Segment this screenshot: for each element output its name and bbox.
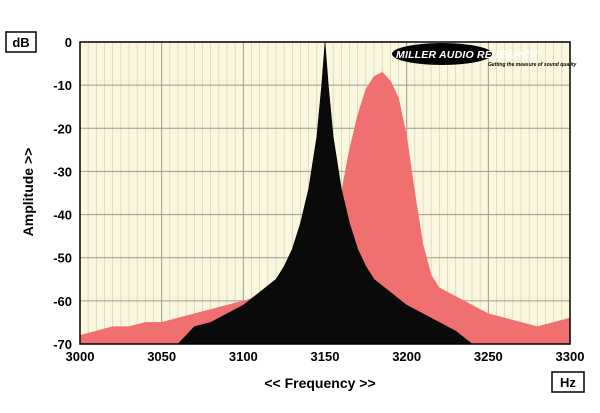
y-tick-label: -40 xyxy=(53,208,72,223)
y-axis-title: Amplitude >> xyxy=(20,148,36,237)
x-tick-label: 3150 xyxy=(311,349,340,364)
x-tick-label: 3200 xyxy=(392,349,421,364)
logo-tagline: Getting the measure of sound quality xyxy=(488,62,577,68)
x-tick-label: 3000 xyxy=(66,349,95,364)
x-tick-label: 3100 xyxy=(229,349,258,364)
y-tick-label: -50 xyxy=(53,251,72,266)
y-unit-label: dB xyxy=(12,35,29,50)
logo-text: MILLER AUDIO RESEARCH xyxy=(396,49,538,61)
y-unit-box xyxy=(5,31,37,53)
logo: MILLER AUDIO RESEARCH Getting the measur… xyxy=(392,43,577,68)
x-unit-box xyxy=(551,371,585,393)
x-tick-label: 3250 xyxy=(474,349,503,364)
x-axis-title: << Frequency >> xyxy=(264,375,375,391)
x-unit-label: Hz xyxy=(560,375,576,390)
y-tick-label: 0 xyxy=(65,35,72,50)
x-tick-label: 3050 xyxy=(147,349,176,364)
y-tick-label: -10 xyxy=(53,78,72,93)
plot-frame-group xyxy=(79,41,571,345)
y-tick-label: -70 xyxy=(53,337,72,352)
plot-frame xyxy=(79,41,571,345)
x-tick-label: 3300 xyxy=(556,349,585,364)
y-tick-label: -60 xyxy=(53,294,72,309)
y-tick-label: -30 xyxy=(53,164,72,179)
y-tick-labels: 0 -10 -20 -30 -40 -50 -60 -70 xyxy=(53,35,72,352)
x-tick-labels: 3000 3050 3100 3150 3200 3250 3300 xyxy=(66,349,585,364)
y-tick-label: -20 xyxy=(53,121,72,136)
logo-ellipse xyxy=(392,43,492,65)
